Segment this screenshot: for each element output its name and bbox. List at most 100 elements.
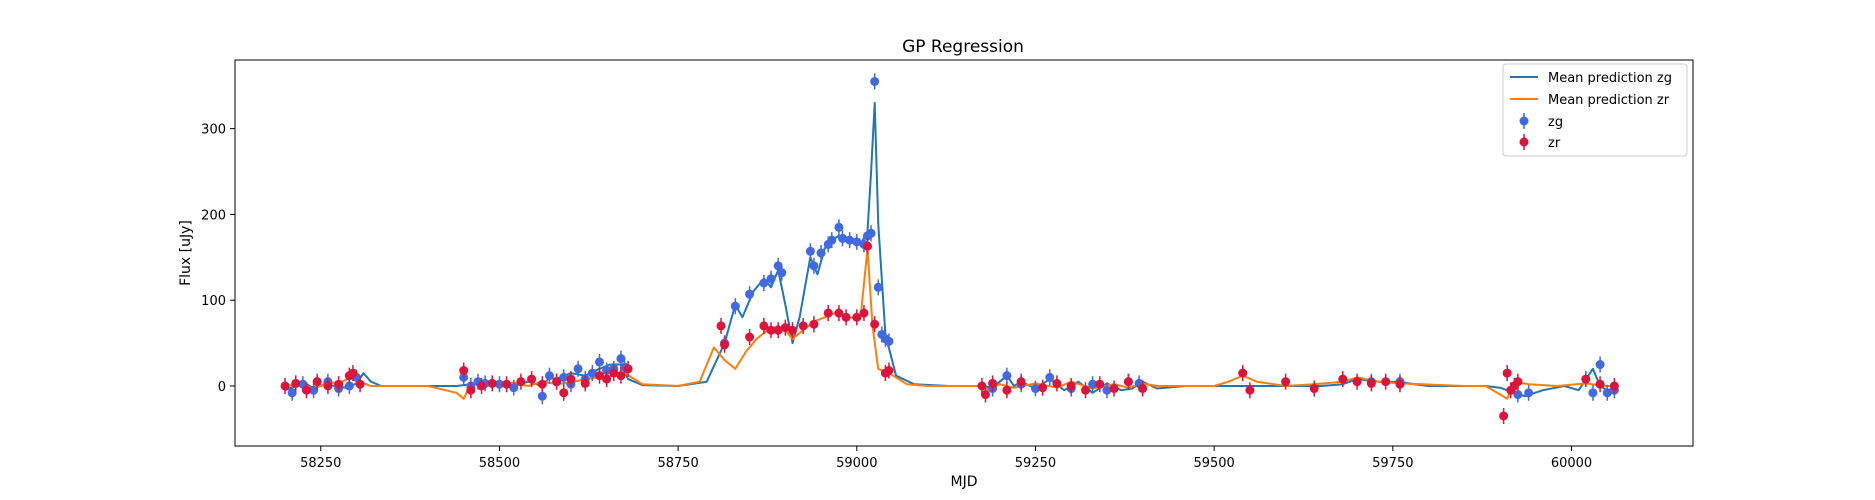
- data-point-zr: [1081, 385, 1090, 395]
- data-point-zg: [1102, 385, 1112, 395]
- data-point-zr: [780, 323, 790, 333]
- legend-label-zg: zg: [1548, 115, 1563, 130]
- y-tick-label: 0: [218, 380, 226, 395]
- data-point-zr: [516, 377, 526, 387]
- data-point-zg: [559, 372, 569, 382]
- data-point-zg: [509, 383, 519, 393]
- legend: Mean prediction zg Mean prediction zr zg…: [1502, 63, 1688, 157]
- legend-box: [1502, 63, 1688, 157]
- data-point-zr: [595, 371, 604, 381]
- data-point-zr: [477, 381, 487, 391]
- data-point-zg: [1030, 384, 1040, 394]
- data-point-zg: [1088, 379, 1098, 389]
- data-point-zr: [798, 321, 808, 331]
- data-point-zr: [1002, 385, 1012, 395]
- data-point-zg: [573, 364, 583, 374]
- data-point-zr: [1499, 411, 1509, 421]
- x-tick-label: 59750: [1372, 456, 1413, 471]
- data-point-zr: [870, 319, 880, 329]
- data-point-zr: [459, 366, 469, 376]
- data-point-zr: [988, 378, 998, 388]
- data-point-zr: [502, 379, 512, 389]
- x-tick-label: 60000: [1551, 456, 1592, 471]
- plot-area: [234, 59, 1694, 447]
- data-point-zr: [884, 366, 894, 376]
- data-point-zg: [544, 371, 554, 381]
- data-point-zg: [730, 301, 740, 311]
- data-point-zr: [1238, 368, 1248, 378]
- data-point-zr: [334, 379, 344, 389]
- x-axis: 58250 58500 58750 59000 59250 59500 59750 60000: [300, 446, 1592, 471]
- data-point-zr: [301, 385, 311, 395]
- data-point-zr: [623, 364, 633, 374]
- x-axis-title: MJD: [951, 474, 978, 490]
- data-point-zr: [759, 321, 769, 331]
- data-point-zr: [859, 308, 869, 318]
- data-point-zr: [466, 385, 476, 395]
- data-point-zg: [866, 228, 876, 238]
- data-point-zg: [1602, 388, 1612, 398]
- data-point-zr: [566, 374, 576, 384]
- data-point-zg: [287, 388, 297, 398]
- data-point-zg: [745, 289, 755, 299]
- data-point-zr: [1123, 377, 1133, 387]
- data-point-zr: [1245, 385, 1255, 395]
- data-point-zr: [1381, 377, 1391, 387]
- data-point-zr: [559, 388, 569, 398]
- data-point-zg: [809, 261, 819, 271]
- data-point-zg: [537, 391, 547, 401]
- data-point-zg: [1045, 372, 1055, 382]
- data-point-zr: [809, 319, 819, 329]
- data-point-zg: [309, 385, 319, 395]
- data-point-zr: [1352, 377, 1362, 387]
- data-point-zg: [766, 274, 776, 284]
- data-point-zg: [1524, 388, 1534, 398]
- data-point-zg: [777, 268, 787, 278]
- data-point-zr: [1595, 379, 1605, 389]
- x-tick-label: 59500: [1193, 456, 1234, 471]
- data-point-zr: [1281, 377, 1291, 387]
- data-point-zr: [291, 378, 301, 388]
- data-point-zr: [1066, 381, 1076, 391]
- x-tick-label: 59000: [836, 456, 877, 471]
- data-point-zg: [884, 336, 894, 346]
- data-point-zr: [1095, 379, 1105, 389]
- y-axis-title: Flux [uJy]: [178, 220, 194, 286]
- data-point-zr: [1038, 383, 1048, 393]
- data-point-zr: [1016, 377, 1026, 387]
- data-point-zg: [616, 354, 626, 364]
- data-point-zg: [344, 381, 354, 391]
- data-point-zr: [745, 332, 755, 342]
- x-tick-label: 59250: [1015, 456, 1056, 471]
- data-point-zr: [716, 321, 726, 331]
- data-point-zr: [312, 377, 322, 387]
- data-point-zr: [1609, 381, 1619, 391]
- data-point-zr: [841, 312, 851, 322]
- data-point-zr: [527, 374, 537, 384]
- chart-title: GP Regression: [902, 37, 1024, 57]
- data-point-zr: [834, 308, 844, 318]
- data-point-zg: [1002, 371, 1012, 381]
- data-point-zr: [1395, 379, 1405, 389]
- data-point-zg: [602, 366, 612, 376]
- data-point-zr: [1513, 377, 1523, 387]
- data-point-zg: [759, 278, 769, 288]
- x-tick-label: 58500: [479, 456, 520, 471]
- points-layer: [280, 73, 1619, 424]
- data-point-zr: [852, 312, 862, 322]
- y-tick-label: 200: [201, 208, 226, 223]
- data-point-zg: [1513, 390, 1523, 400]
- legend-label-zg-line: Mean prediction zg: [1548, 71, 1672, 86]
- data-point-zg: [827, 235, 837, 245]
- plot-frame: [234, 59, 1694, 447]
- data-point-zg: [805, 246, 815, 256]
- data-point-zr: [602, 374, 612, 384]
- x-tick-label: 58750: [657, 456, 698, 471]
- data-point-zr: [355, 379, 365, 389]
- legend-label-zr: zr: [1548, 136, 1561, 151]
- data-point-zr: [487, 378, 497, 388]
- data-point-zg: [1595, 360, 1605, 370]
- data-point-zg: [834, 222, 844, 232]
- data-point-zr: [580, 378, 590, 388]
